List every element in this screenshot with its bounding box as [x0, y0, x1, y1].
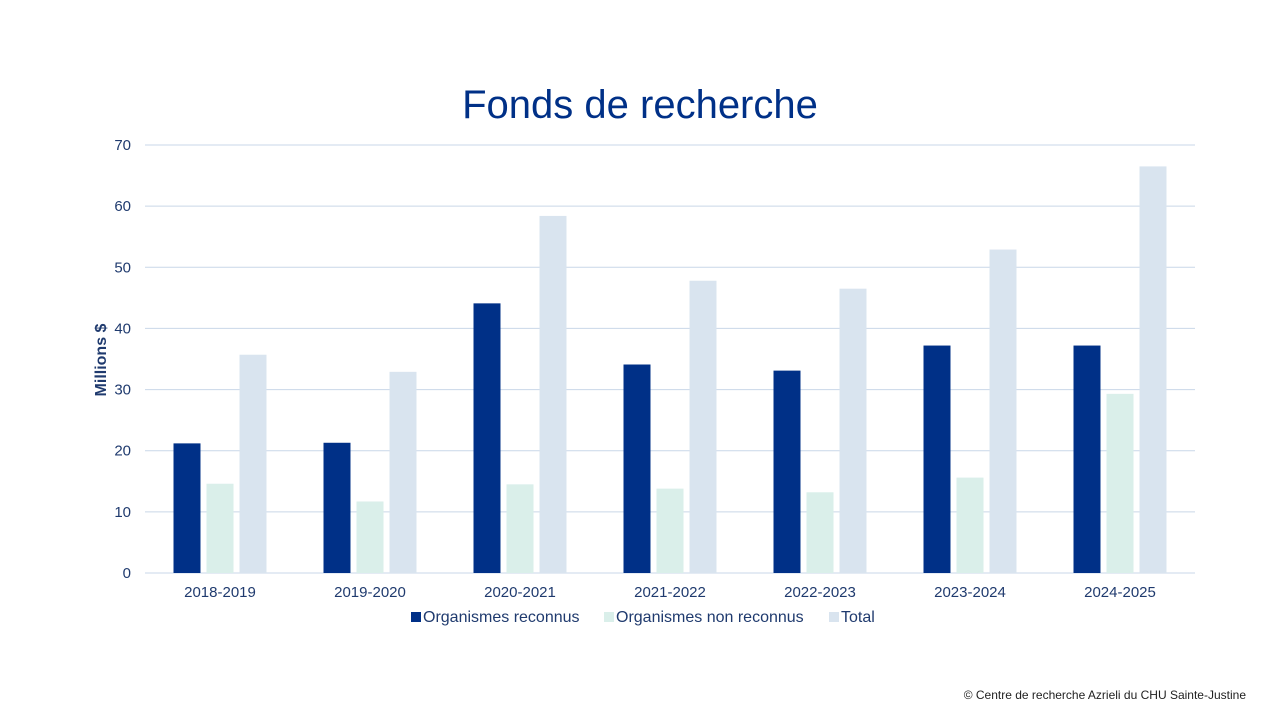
y-axis-ticks: 0 10 20 30 40 50 60 70: [114, 137, 131, 582]
y-tick-label: 70: [114, 137, 131, 154]
bar-organismes-reconnus-2021-2022: [623, 364, 651, 573]
legend: Organismes reconnus Organismes non reconn…: [411, 609, 875, 626]
bar-total-2019-2020: [389, 371, 417, 573]
legend-swatch: [411, 612, 421, 622]
y-axis-label: Millions $: [93, 323, 110, 396]
y-tick-label: 50: [114, 259, 131, 276]
bar-organismes-non-reconnus-2019-2020: [356, 501, 384, 573]
x-tick-label: 2018-2019: [184, 584, 256, 601]
y-tick-label: 30: [114, 382, 131, 399]
legend-swatch: [604, 612, 614, 622]
bar-organismes-non-reconnus-2023-2024: [956, 477, 984, 573]
bar-organismes-reconnus-2023-2024: [923, 345, 951, 573]
bar-organismes-reconnus-2022-2023: [773, 370, 801, 573]
bar-organismes-non-reconnus-2018-2019: [206, 483, 234, 573]
y-tick-label: 20: [114, 443, 131, 460]
x-tick-label: 2024-2025: [1084, 584, 1156, 601]
bar-total-2023-2024: [989, 249, 1017, 573]
y-tick-label: 60: [114, 198, 131, 215]
x-tick-label: 2023-2024: [934, 584, 1006, 601]
copyright-footer: © Centre de recherche Azrieli du CHU Sai…: [963, 688, 1246, 702]
x-tick-label: 2020-2021: [484, 584, 556, 601]
y-tick-label: 10: [114, 504, 131, 521]
bar-organismes-reconnus-2018-2019: [173, 443, 201, 573]
legend-label: Organismes non reconnus: [616, 609, 804, 626]
bar-organismes-reconnus-2024-2025: [1073, 345, 1101, 573]
bar-total-2020-2021: [539, 215, 567, 573]
gridlines: [145, 144, 1195, 574]
x-tick-label: 2022-2023: [784, 584, 856, 601]
x-axis-ticks: 2018-2019 2019-2020 2020-2021 2021-2022 2022…: [184, 584, 1156, 601]
bar-total-2018-2019: [239, 354, 267, 573]
legend-swatch: [829, 612, 839, 622]
x-tick-label: 2021-2022: [634, 584, 706, 601]
bar-organismes-non-reconnus-2022-2023: [806, 492, 834, 573]
bar-organismes-non-reconnus-2020-2021: [506, 484, 534, 573]
chart-title: Fonds de recherche: [462, 83, 818, 127]
y-tick-label: 40: [114, 320, 131, 337]
bar-organismes-non-reconnus-2021-2022: [656, 488, 684, 573]
y-tick-label: 0: [123, 565, 131, 582]
bar-total-2021-2022: [689, 280, 717, 573]
legend-label: Total: [841, 609, 875, 626]
bar-total-2024-2025: [1139, 166, 1167, 573]
bars: [173, 166, 1167, 573]
bar-organismes-reconnus-2019-2020: [323, 442, 351, 573]
bar-organismes-non-reconnus-2024-2025: [1106, 393, 1134, 573]
x-tick-label: 2019-2020: [334, 584, 406, 601]
legend-label: Organismes reconnus: [423, 609, 580, 626]
bar-total-2022-2023: [839, 288, 867, 573]
bar-organismes-reconnus-2020-2021: [473, 303, 501, 573]
